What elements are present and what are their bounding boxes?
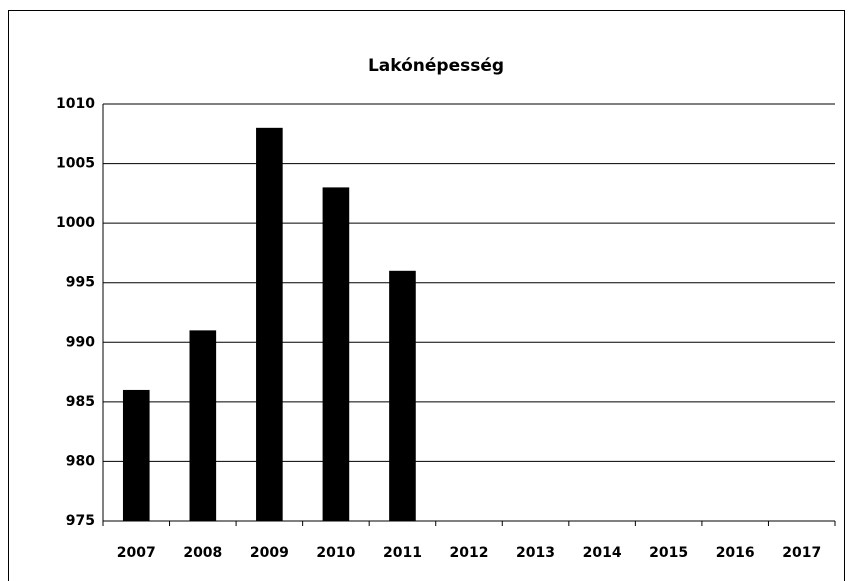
y-tick-label: 995: [66, 275, 95, 291]
y-tick-label: 1000: [56, 215, 95, 231]
y-tick-label: 980: [66, 453, 95, 469]
y-tick-label: 990: [66, 334, 95, 350]
bar: [256, 127, 283, 521]
y-tick-label: 975: [66, 513, 95, 529]
x-tick-label: 2009: [250, 545, 289, 561]
x-tick-label: 2013: [516, 545, 555, 561]
x-tick-label: 2017: [782, 545, 821, 561]
bar: [322, 187, 350, 521]
x-tick-label: 2011: [383, 545, 422, 561]
chart-title: Lakónépesség: [368, 56, 504, 76]
x-tick-label: 2008: [183, 545, 222, 561]
x-tick-label: 2007: [117, 545, 156, 561]
x-tick-label: 2016: [716, 545, 755, 561]
y-tick-label: 1005: [56, 156, 95, 172]
y-tick-label: 1010: [56, 96, 95, 112]
bar: [189, 330, 217, 521]
x-tick-label: 2015: [649, 545, 688, 561]
x-tick-label: 2014: [583, 545, 622, 561]
y-tick-label: 985: [66, 394, 95, 410]
bar: [389, 270, 416, 521]
x-tick-label: 2010: [316, 545, 355, 561]
bar: [122, 389, 150, 521]
x-tick-label: 2012: [450, 545, 489, 561]
